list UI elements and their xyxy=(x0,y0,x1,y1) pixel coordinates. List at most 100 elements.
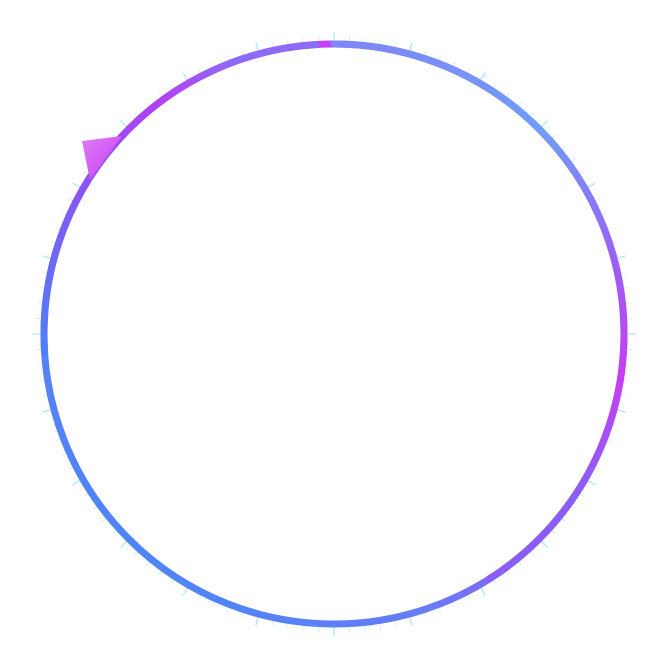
tick-mark xyxy=(579,171,585,175)
tick-mark xyxy=(594,198,600,202)
tick-mark xyxy=(120,120,128,128)
tick-mark xyxy=(55,438,61,442)
tick-mark xyxy=(364,625,366,631)
tick-mark xyxy=(61,452,67,456)
tick-mark xyxy=(579,493,585,497)
tick-mark xyxy=(50,241,56,244)
tick-mark xyxy=(83,493,89,497)
tick-mark xyxy=(394,42,397,48)
tick-mark xyxy=(171,579,175,585)
tick-mark xyxy=(146,561,150,566)
tick-mark xyxy=(271,42,274,48)
tick-mark xyxy=(466,594,470,600)
tick-mark xyxy=(112,529,117,534)
tick-mark xyxy=(623,379,629,382)
tick-mark xyxy=(518,102,522,107)
ring-arc-right xyxy=(330,40,628,583)
tick-mark xyxy=(438,607,442,613)
tick-mark xyxy=(212,601,216,607)
tick-mark xyxy=(570,505,576,510)
tick-mark xyxy=(72,182,81,189)
tick-mark xyxy=(134,112,139,117)
tick-mark xyxy=(158,570,163,576)
tick-marks xyxy=(32,32,636,636)
tick-mark xyxy=(61,212,67,216)
tick-mark xyxy=(612,424,618,427)
tick-mark xyxy=(286,623,289,629)
tick-mark xyxy=(241,612,244,618)
tick-mark xyxy=(620,394,626,397)
tick-mark xyxy=(607,438,613,442)
tick-mark xyxy=(466,68,470,74)
tick-mark xyxy=(616,255,626,259)
tick-mark xyxy=(561,518,566,522)
tick-mark xyxy=(540,540,548,548)
ring-pointer-handle[interactable] xyxy=(82,136,122,180)
tick-mark xyxy=(198,594,202,600)
tick-mark xyxy=(255,42,259,52)
tick-mark xyxy=(452,601,456,607)
tick-mark xyxy=(518,561,522,566)
tick-mark xyxy=(286,39,289,45)
tick-mark xyxy=(394,620,397,626)
tick-mark xyxy=(102,518,107,522)
tick-mark xyxy=(612,241,618,244)
tick-mark xyxy=(182,587,189,596)
tick-mark xyxy=(594,466,600,470)
tick-mark xyxy=(601,212,607,216)
tick-mark xyxy=(540,120,548,128)
tick-mark xyxy=(625,302,631,304)
tick-mark xyxy=(479,72,486,81)
tick-mark xyxy=(379,623,382,629)
tick-mark xyxy=(551,134,556,139)
tick-mark xyxy=(39,379,45,382)
tick-mark xyxy=(302,37,304,43)
tick-mark xyxy=(623,286,629,289)
tick-mark xyxy=(379,39,382,45)
tick-mark xyxy=(50,424,56,427)
tick-mark xyxy=(72,479,81,486)
tick-mark xyxy=(620,271,626,274)
tick-mark xyxy=(529,112,534,117)
tick-mark xyxy=(271,620,274,626)
tick-mark xyxy=(479,587,486,596)
tick-mark xyxy=(424,50,427,56)
tick-mark xyxy=(616,409,626,413)
tick-mark xyxy=(364,37,366,43)
tick-mark xyxy=(409,42,413,52)
tick-mark xyxy=(198,68,202,74)
tick-mark xyxy=(438,55,442,61)
tick-mark xyxy=(68,466,74,470)
tick-mark xyxy=(182,72,189,81)
tick-mark xyxy=(452,61,456,67)
tick-mark xyxy=(255,616,259,626)
tick-mark xyxy=(39,286,45,289)
tick-mark xyxy=(493,579,497,585)
tick-mark xyxy=(42,409,52,413)
tick-mark xyxy=(158,92,163,98)
ring-arc-left xyxy=(40,41,320,356)
tick-mark xyxy=(570,158,576,163)
tick-mark xyxy=(241,50,244,56)
tick-mark xyxy=(551,529,556,534)
tick-mark xyxy=(42,255,52,259)
tick-mark xyxy=(92,505,98,510)
tick-mark xyxy=(212,61,216,67)
tick-mark xyxy=(625,364,631,366)
tick-mark xyxy=(409,616,413,626)
tick-mark xyxy=(83,171,89,175)
tick-mark xyxy=(529,551,534,556)
tick-mark xyxy=(171,83,175,89)
tick-mark xyxy=(561,146,566,150)
tick-mark xyxy=(42,394,48,397)
tick-mark xyxy=(587,479,596,486)
tick-mark xyxy=(302,625,304,631)
tick-mark xyxy=(55,226,61,230)
tick-mark xyxy=(601,452,607,456)
tick-mark xyxy=(146,102,150,107)
tick-mark xyxy=(37,364,43,366)
tick-mark xyxy=(607,226,613,230)
tick-mark xyxy=(587,182,596,189)
